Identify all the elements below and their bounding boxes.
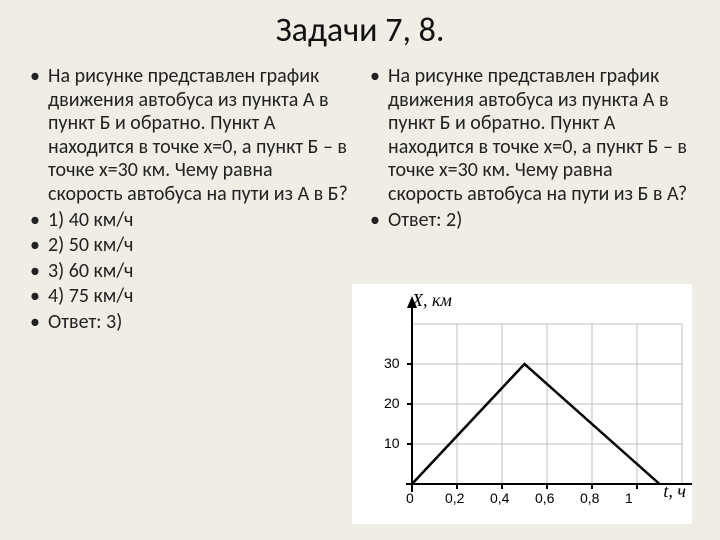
left-option-2: 2) 50 км/ч — [30, 234, 350, 258]
y-tick-label: 20 — [384, 395, 400, 411]
x-tick-label: 1 — [625, 490, 633, 506]
x-tick-label: 0,8 — [580, 490, 599, 506]
left-option-4: 4) 75 км/ч — [30, 285, 350, 309]
left-question: На рисунке представлен график движения а… — [30, 65, 350, 207]
y-tick-label: 10 — [384, 435, 400, 451]
left-option-1: 1) 40 км/ч — [30, 209, 350, 233]
right-answer: Ответ: 2) — [370, 209, 690, 233]
x-tick-label: 0,4 — [490, 490, 509, 506]
page-title: Задачи 7, 8. — [30, 10, 690, 51]
left-answer: Ответ: 3) — [30, 311, 350, 335]
right-list: На рисунке представлен график движения а… — [370, 65, 690, 232]
y-axis-label: X, км — [412, 290, 452, 311]
left-list: На рисунке представлен график движения а… — [30, 65, 350, 335]
x-axis-label: t, ч — [663, 481, 686, 502]
x-tick-label: 0,2 — [445, 490, 464, 506]
right-question: На рисунке представлен график движения а… — [370, 65, 690, 207]
chart-container: X, км t, ч 0 0,2 0,4 0,6 0,8 1 10 20 30 — [352, 284, 692, 524]
chart-svg — [352, 284, 692, 524]
left-option-3: 3) 60 км/ч — [30, 260, 350, 284]
y-tick-label: 30 — [384, 355, 400, 371]
x-tick-label: 0 — [406, 490, 414, 506]
x-tick-label: 0,6 — [535, 490, 554, 506]
slide-page: Задачи 7, 8. На рисунке представлен граф… — [0, 0, 720, 540]
left-column: На рисунке представлен график движения а… — [30, 65, 350, 337]
